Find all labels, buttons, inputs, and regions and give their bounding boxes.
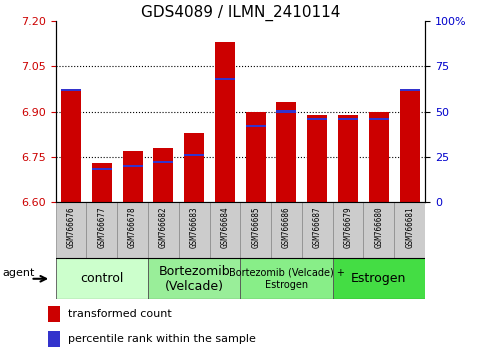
Text: GSM766684: GSM766684	[220, 206, 229, 248]
Text: transformed count: transformed count	[68, 309, 171, 319]
Text: GSM766687: GSM766687	[313, 206, 322, 248]
Text: GSM766686: GSM766686	[282, 206, 291, 248]
Bar	[369, 118, 389, 120]
Bar	[394, 202, 425, 258]
Bar	[123, 151, 142, 202]
Bar	[92, 168, 112, 170]
Bar	[246, 125, 266, 127]
Bar	[210, 202, 240, 258]
Text: GSM766678: GSM766678	[128, 206, 137, 248]
Bar	[240, 202, 271, 258]
Bar	[271, 202, 302, 258]
Text: GSM766677: GSM766677	[97, 206, 106, 248]
Bar	[61, 91, 81, 202]
Bar	[240, 258, 333, 299]
Bar	[276, 103, 297, 202]
Bar	[338, 118, 358, 120]
Text: GSM766676: GSM766676	[67, 206, 75, 248]
Bar	[61, 89, 81, 91]
Bar	[246, 112, 266, 202]
Bar	[56, 202, 86, 258]
Bar	[369, 112, 389, 202]
Bar	[364, 202, 394, 258]
Bar	[153, 161, 173, 163]
Bar	[307, 115, 327, 202]
Text: GSM766679: GSM766679	[343, 206, 353, 248]
Text: Bortezomib (Velcade) +
Estrogen: Bortezomib (Velcade) + Estrogen	[228, 268, 344, 290]
Text: Bortezomib
(Velcade): Bortezomib (Velcade)	[158, 265, 230, 293]
Bar	[179, 202, 210, 258]
Text: GSM766685: GSM766685	[251, 206, 260, 248]
Bar	[302, 202, 333, 258]
Bar	[307, 118, 327, 120]
Text: GSM766683: GSM766683	[190, 206, 199, 248]
Bar	[48, 306, 60, 322]
Bar	[153, 148, 173, 202]
Bar	[148, 258, 241, 299]
Text: Estrogen: Estrogen	[351, 272, 407, 285]
Bar	[117, 202, 148, 258]
Bar	[338, 115, 358, 202]
Bar	[184, 154, 204, 156]
Bar	[123, 165, 142, 167]
Bar	[399, 89, 420, 91]
Text: GSM766682: GSM766682	[159, 206, 168, 248]
Bar	[333, 258, 425, 299]
Bar	[399, 91, 420, 202]
Title: GDS4089 / ILMN_2410114: GDS4089 / ILMN_2410114	[141, 5, 340, 21]
Text: GSM766681: GSM766681	[405, 206, 414, 248]
Bar	[215, 78, 235, 80]
Bar	[86, 202, 117, 258]
Bar	[276, 110, 297, 113]
Text: GSM766680: GSM766680	[374, 206, 384, 248]
Bar	[148, 202, 179, 258]
Text: agent: agent	[3, 268, 35, 278]
Bar	[333, 202, 364, 258]
Bar	[184, 133, 204, 202]
Bar	[92, 163, 112, 202]
Text: percentile rank within the sample: percentile rank within the sample	[68, 334, 256, 344]
Bar	[56, 258, 148, 299]
Text: control: control	[80, 272, 124, 285]
Bar	[215, 42, 235, 202]
Bar	[48, 331, 60, 347]
